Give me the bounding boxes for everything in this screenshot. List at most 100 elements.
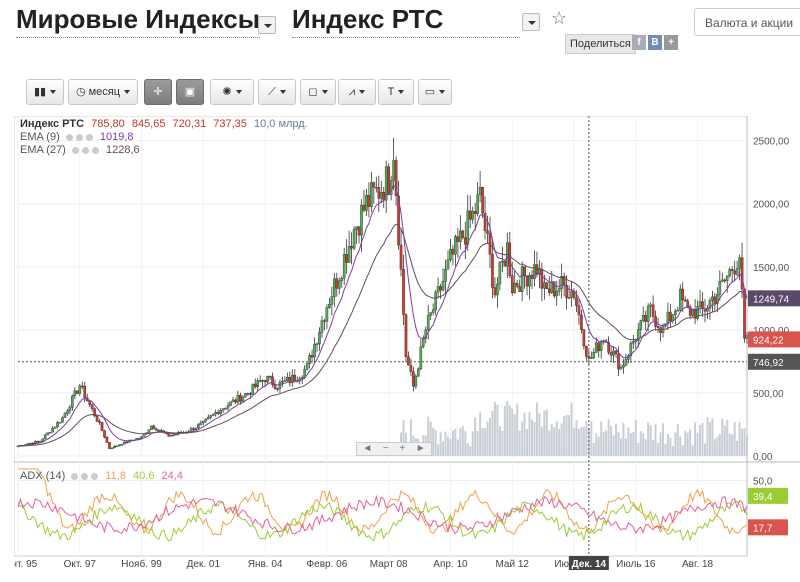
draw-line-button[interactable]: ⟋: [258, 79, 296, 105]
share-facebook-icon[interactable]: f: [632, 35, 646, 50]
candle-body: [656, 326, 660, 328]
index-title[interactable]: Индекс РТС: [292, 4, 520, 38]
candle-body: [118, 444, 121, 447]
candle-body: [459, 230, 462, 242]
volume-bar: [600, 421, 603, 456]
candle-body: [271, 376, 274, 385]
price-chart-svg[interactable]: 2500,00 2000,00 1500,00 1000,00 500,00 0,00 Се…: [0, 115, 800, 577]
candle-body: [347, 246, 351, 263]
candle-body: [194, 427, 198, 430]
candle-body: [404, 314, 408, 358]
candle-body: [429, 312, 432, 316]
candle-body: [540, 268, 544, 289]
share-more-icon[interactable]: +: [664, 35, 678, 50]
x-tick-label: Сент. 95: [14, 559, 38, 570]
volume-bar: [493, 402, 496, 456]
volume-bar: [442, 441, 445, 456]
candle-body: [150, 425, 153, 430]
volume-bar: [696, 433, 699, 456]
shapes-button[interactable]: ◻: [300, 79, 336, 105]
period-button[interactable]: ◷ месяц: [68, 79, 138, 105]
candle-body: [520, 266, 524, 293]
chart-type-button[interactable]: ▮▮: [26, 79, 64, 105]
volume-bar: [689, 429, 692, 456]
legend-volume: 10,0 млрд.: [253, 118, 308, 130]
volume-bar: [533, 422, 536, 456]
adx-green-line: [17, 500, 748, 542]
settings-icon[interactable]: [81, 472, 89, 480]
close-icon[interactable]: [85, 133, 93, 141]
candle-body: [95, 415, 99, 422]
settings-icon[interactable]: [75, 133, 83, 141]
volume-bar: [501, 430, 504, 456]
volume-bar: [627, 427, 630, 456]
scroll-left-button[interactable]: ◄: [362, 443, 373, 454]
scroll-right-button[interactable]: ►: [415, 443, 426, 454]
zoom-in-button[interactable]: +: [399, 443, 406, 454]
price-tag-label: 746,92: [753, 358, 784, 369]
candle-body: [533, 264, 536, 279]
candle-body: [108, 442, 111, 449]
visibility-icon[interactable]: [71, 146, 79, 154]
volume-bar: [471, 431, 474, 456]
index-dropdown-button[interactable]: [522, 13, 540, 31]
candle-body: [241, 396, 245, 402]
period-label: месяц: [88, 86, 121, 98]
close-icon[interactable]: [91, 146, 99, 154]
ema9-legend: EMA (9) 1019,8: [20, 131, 134, 143]
volume-bar: [681, 445, 684, 456]
crosshair-button[interactable]: ✛: [144, 79, 172, 105]
candle-body: [325, 307, 329, 322]
volume-bar: [669, 437, 672, 456]
volume-bar: [474, 417, 477, 456]
volume-bar: [580, 426, 583, 456]
indicators-button[interactable]: ✺: [210, 79, 254, 105]
chart-area[interactable]: 2500,00 2000,00 1500,00 1000,00 500,00 0,00 Се…: [0, 115, 800, 577]
fibonacci-button[interactable]: ⩘: [338, 79, 376, 105]
share-button[interactable]: Поделиться: [565, 34, 636, 54]
x-tick-label: Март 08: [370, 559, 408, 570]
candle-body: [599, 341, 603, 351]
image-tool-button[interactable]: ▭: [418, 79, 452, 105]
candle-body: [419, 346, 423, 370]
adx-orange-line: [18, 468, 748, 536]
settings-icon[interactable]: [81, 146, 89, 154]
candle-body: [41, 438, 45, 442]
candle-body: [392, 160, 395, 181]
share-vk-icon[interactable]: B: [648, 35, 662, 50]
market-title[interactable]: Мировые Индексы: [16, 4, 260, 38]
candle-body: [624, 359, 628, 366]
text-tool-button[interactable]: T: [378, 79, 414, 105]
candle-body: [147, 429, 151, 433]
candle-body: [155, 428, 158, 431]
chart-mode-button[interactable]: ▣: [176, 79, 204, 105]
search-input[interactable]: Валюта и акции: [694, 8, 800, 36]
volume-bar: [558, 429, 561, 456]
volume-bar: [585, 421, 588, 456]
candle-body: [377, 187, 381, 199]
candle-body: [397, 195, 400, 246]
volume-bar: [446, 436, 449, 456]
volume-bar: [746, 435, 748, 456]
candle-body: [137, 437, 141, 440]
volume-bar: [535, 402, 538, 456]
candle-body: [686, 300, 689, 307]
volume-bar: [738, 422, 741, 456]
market-dropdown-button[interactable]: [258, 16, 276, 34]
volume-bar: [632, 432, 635, 456]
candle-body: [486, 230, 489, 234]
volume-bar: [713, 439, 716, 456]
volume-bar: [652, 439, 655, 456]
candle-body: [337, 280, 341, 289]
candle-body: [528, 275, 531, 287]
candle-body: [71, 395, 74, 408]
close-icon[interactable]: [91, 472, 99, 480]
visibility-icon[interactable]: [71, 472, 79, 480]
candle-body: [454, 236, 457, 255]
volume-bar: [711, 418, 714, 456]
candle-body: [335, 278, 339, 289]
favorite-star-icon[interactable]: ☆: [551, 8, 568, 28]
visibility-icon[interactable]: [65, 133, 73, 141]
volume-bar: [513, 413, 516, 456]
zoom-out-button[interactable]: −: [382, 443, 389, 454]
